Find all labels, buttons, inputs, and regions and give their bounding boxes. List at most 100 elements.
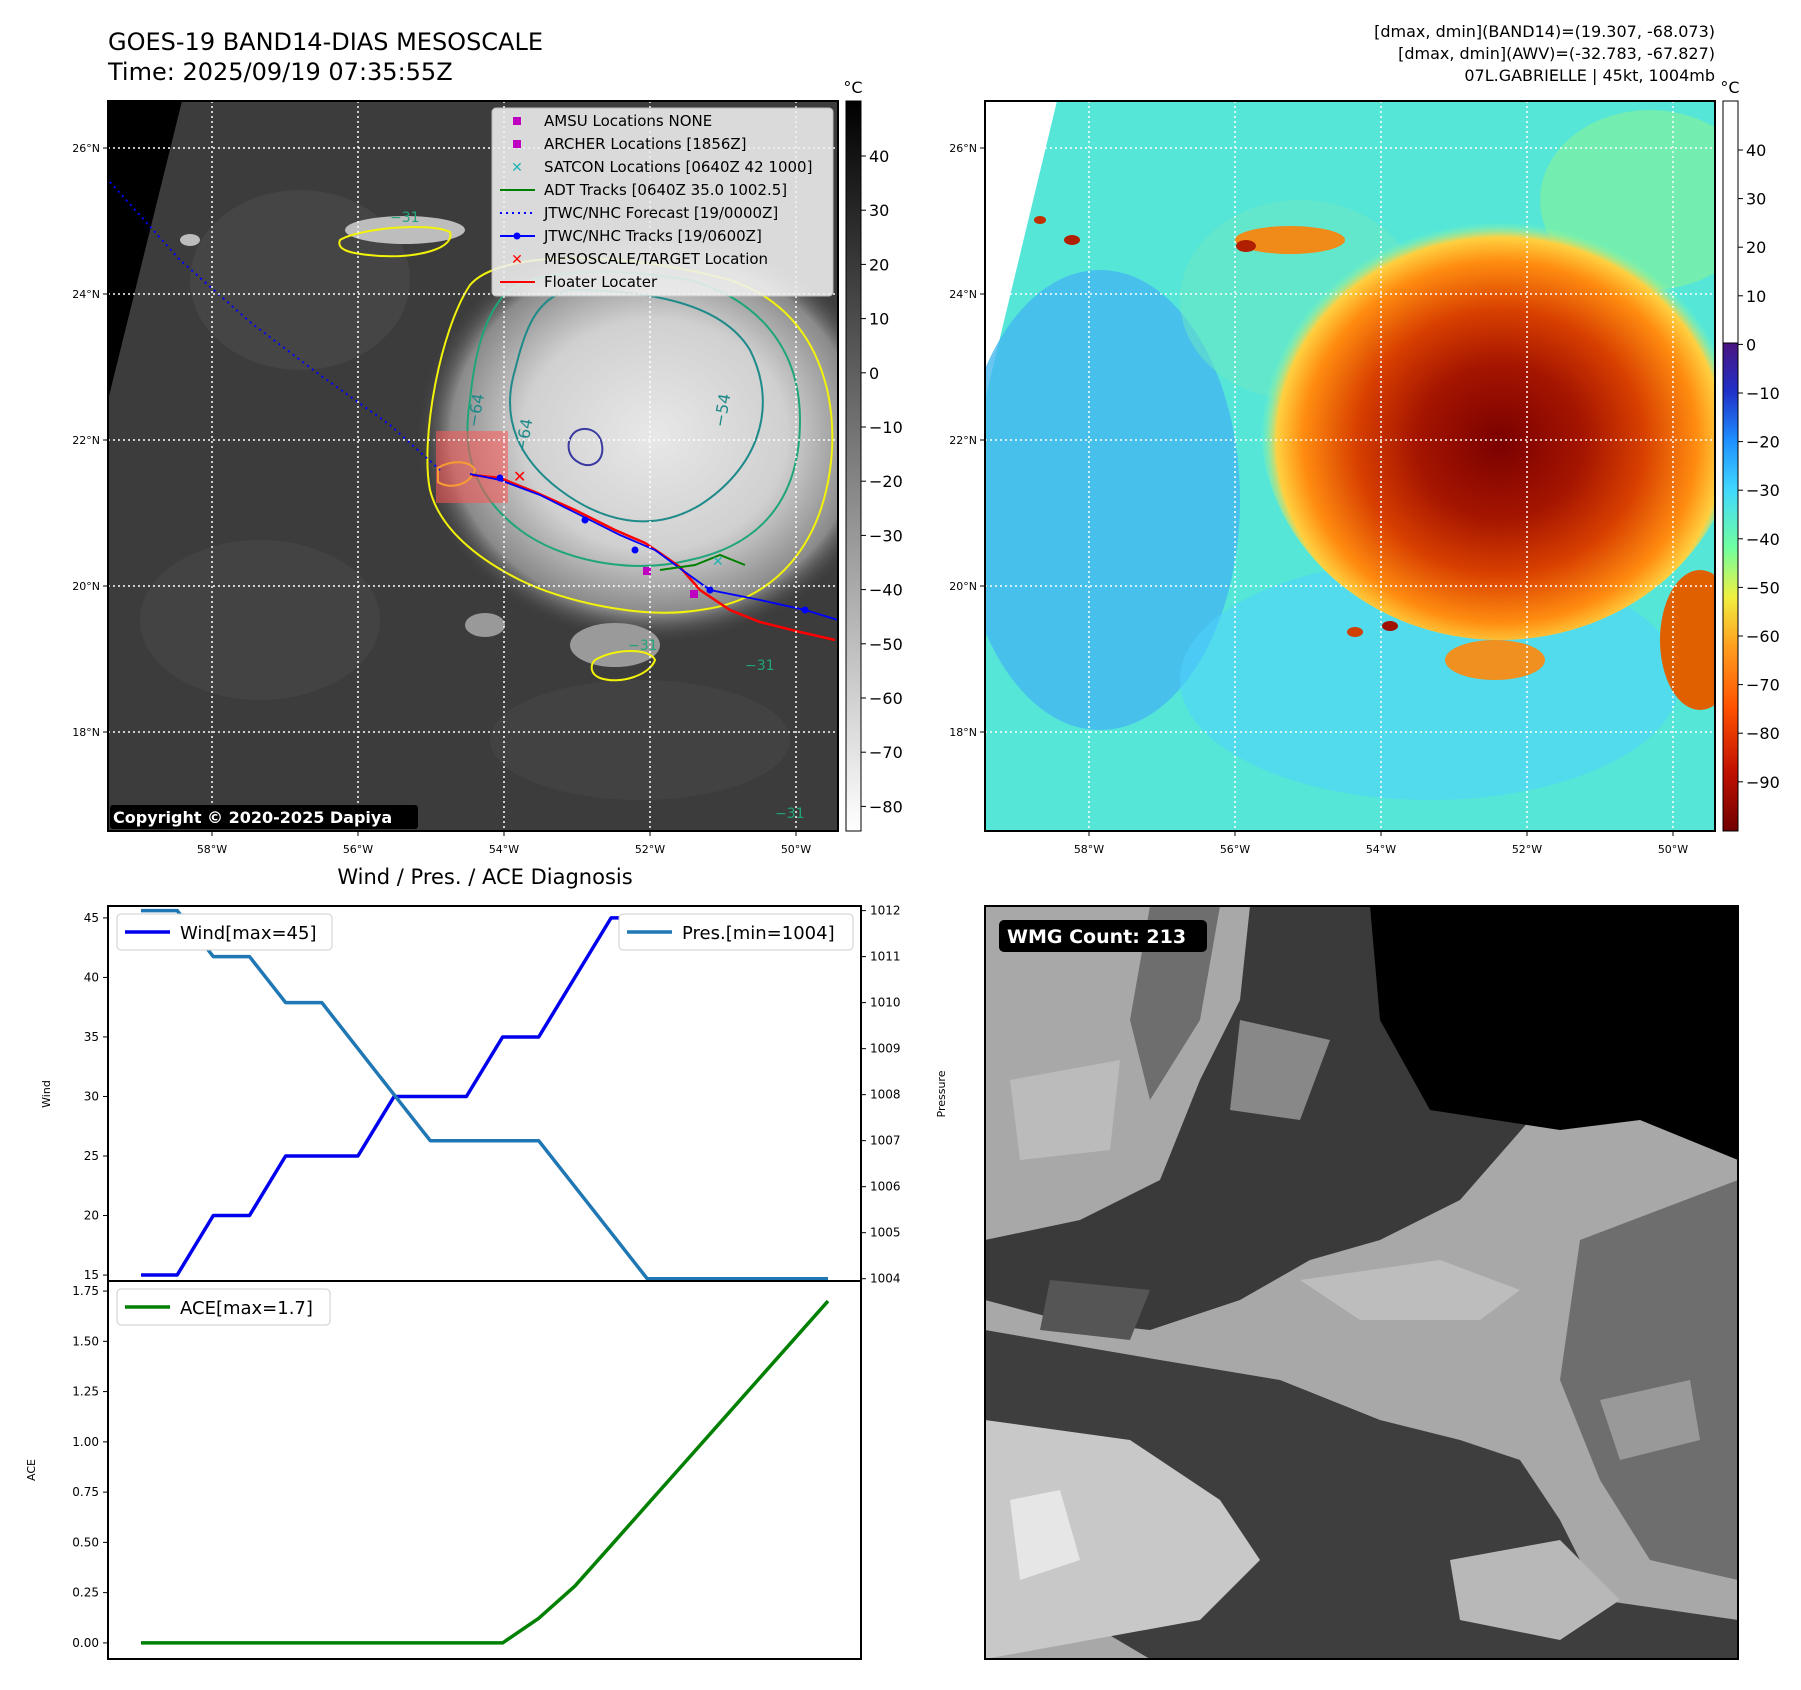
- wind-legend-box: [116, 913, 333, 951]
- archer-location: [643, 567, 651, 575]
- right-map-panel: 26°N 24°N 22°N 20°N 18°N 58°W 56°W 54°W 52°W 50°W: [949, 100, 1716, 856]
- colorbar-tick-label: −10: [1746, 384, 1780, 403]
- colorbar-tick-label: 30: [869, 201, 889, 220]
- colorbar-tick-label: −30: [869, 526, 903, 545]
- pressure-axis-ticks: 1012 1011 1010 1009 1008 1007 1006 1005 1004: [861, 904, 901, 1286]
- colorbar-tick-label: −40: [869, 581, 903, 600]
- colorbar-tick-label: −40: [1746, 530, 1780, 549]
- wmg-count-label: WMG Count: 213: [1007, 926, 1186, 948]
- ace-tick-label: 0.75: [72, 1485, 99, 1499]
- right-map-image: [985, 101, 1715, 831]
- legend-marker: ✕: [511, 160, 523, 176]
- info-line-3: 07L.GABRIELLE | 45kt, 1004mb: [1464, 66, 1715, 85]
- wind-legend-label: Wind[max=45]: [180, 923, 317, 944]
- pressure-series-line: [141, 908, 828, 1281]
- left-colorbar-gradient: [845, 100, 862, 832]
- lon-tick-label: 58°W: [197, 843, 227, 856]
- wind-legend: Wind[max=45]: [116, 913, 333, 951]
- legend-item-label: Floater Locater: [544, 273, 658, 291]
- colorbar-tick-label: −20: [1746, 433, 1780, 452]
- colorbar-tick-label: 20: [869, 255, 889, 274]
- wind-tick-label: 35: [84, 1030, 99, 1044]
- satcon-location: ✕: [712, 554, 724, 570]
- storm-cold-cloud-tops: [1260, 200, 1715, 640]
- diagnosis-chart: Wind / Pres. / ACE Diagnosis 45 40 35 30 25 2…: [25, 865, 948, 1660]
- wmg-panel: WMG Count: 213: [984, 905, 1739, 1660]
- right-map-frame: [984, 100, 1716, 832]
- pressure-legend-label: Pres.[min=1004]: [682, 923, 835, 944]
- legend-marker: [513, 117, 521, 125]
- colorbar-tick-label: −10: [869, 418, 903, 437]
- left-colorbar: °C 40 30 20 10 0 −10 −20 −30 −40 −50 −60 −70 −80: [843, 78, 903, 832]
- lat-tick-label: 20°N: [949, 580, 977, 593]
- left-colorbar-unit: °C: [843, 78, 862, 97]
- ace-axes: [107, 1280, 862, 1660]
- lon-tick-label: 50°W: [1658, 843, 1688, 856]
- pressure-axis-label: Pressure: [935, 1070, 948, 1117]
- wind-tick-label: 20: [84, 1209, 99, 1223]
- pressure-tick-label: 1004: [870, 1272, 901, 1286]
- title-line-1: GOES-19 BAND14-DIAS MESOSCALE: [108, 28, 543, 56]
- lon-tick-label: 54°W: [1366, 843, 1396, 856]
- ace-tick-label: 1.00: [72, 1435, 99, 1449]
- colorbar-tick-label: −70: [1746, 676, 1780, 695]
- ace-tick-label: 0.25: [72, 1586, 99, 1600]
- colorbar-tick-label: 30: [1746, 190, 1766, 209]
- lat-tick-label: 22°N: [949, 434, 977, 447]
- wmg-count-box: [999, 920, 1207, 952]
- colorbar-tick-label: −20: [869, 472, 903, 491]
- right-map-ticks: 26°N 24°N 22°N 20°N 18°N 58°W 56°W 54°W 52°W 50°W: [949, 142, 1688, 856]
- mesoscale-target-box: [436, 431, 508, 503]
- wind-axis-ticks: 45 40 35 30 25 20 15: [84, 911, 108, 1282]
- colorbar-tick-label: 0: [869, 364, 879, 383]
- adt-track: [659, 553, 746, 571]
- legend-item-label: JTWC/NHC Forecast [19/0000Z]: [543, 204, 778, 222]
- pressure-tick-label: 1009: [870, 1042, 901, 1056]
- wind-tick-label: 30: [84, 1089, 99, 1103]
- legend-marker-dot: [513, 232, 521, 240]
- colorbar-tick-label: 10: [869, 310, 889, 329]
- contour-label: −31: [745, 658, 775, 674]
- lat-tick-label: 26°N: [949, 142, 977, 155]
- lat-tick-label: 18°N: [949, 726, 977, 739]
- chart-title: Wind / Pres. / ACE Diagnosis: [337, 865, 632, 889]
- legend-item-label: SATCON Locations [0640Z 42 1000]: [544, 158, 812, 176]
- ace-tick-label: 1.25: [72, 1385, 99, 1399]
- wmg-image: [985, 906, 1738, 1659]
- lon-tick-label: 56°W: [343, 843, 373, 856]
- ace-axis-label: ACE: [25, 1459, 38, 1481]
- wind-axis-label: Wind: [40, 1080, 53, 1108]
- contour-label: −31: [775, 806, 805, 822]
- ace-tick-label: 0.50: [72, 1535, 99, 1549]
- colorbar-tick-label: 40: [869, 147, 889, 166]
- copyright-box: [110, 805, 418, 829]
- right-colorbar-unit: °C: [1720, 78, 1739, 97]
- ace-legend-label: ACE[max=1.7]: [180, 1298, 313, 1319]
- info-line-1: [dmax, dmin](BAND14)=(19.307, -68.073): [1374, 22, 1715, 41]
- wmg-frame: [984, 905, 1739, 1660]
- ace-tick-label: 0.00: [72, 1636, 99, 1650]
- wind-tick-label: 45: [84, 911, 99, 925]
- colorbar-tick-label: 20: [1746, 238, 1766, 257]
- info-line-2: [dmax, dmin](AWV)=(-32.783, -67.827): [1398, 44, 1715, 63]
- pressure-tick-label: 1006: [870, 1180, 901, 1194]
- wind-pressure-axes: [107, 905, 862, 1282]
- colorbar-tick-label: −60: [869, 689, 903, 708]
- colorbar-tick-label: −80: [869, 797, 903, 816]
- lon-tick-label: 50°W: [781, 843, 811, 856]
- left-map-panel: ✕ ✕ −64 −64 −54 −31 −31 −31 −31 26°N24°N…: [72, 100, 839, 856]
- pressure-tick-label: 1011: [870, 950, 901, 964]
- wind-tick-label: 25: [84, 1149, 99, 1163]
- legend-box: [491, 107, 834, 297]
- ace-series-line: [141, 1299, 830, 1645]
- pressure-tick-label: 1010: [870, 996, 901, 1010]
- pressure-tick-label: 1007: [870, 1134, 901, 1148]
- contour-minus-54: [509, 288, 764, 523]
- pressure-legend: Pres.[min=1004]: [618, 913, 854, 951]
- lat-tick-label: 24°N: [949, 288, 977, 301]
- legend-item-label: ARCHER Locations [1856Z]: [544, 135, 747, 153]
- no-data-region: [985, 101, 1057, 400]
- copyright-text: Copyright © 2020-2025 Dapiya: [113, 808, 392, 827]
- colorbar-tick-label: −30: [1746, 481, 1780, 500]
